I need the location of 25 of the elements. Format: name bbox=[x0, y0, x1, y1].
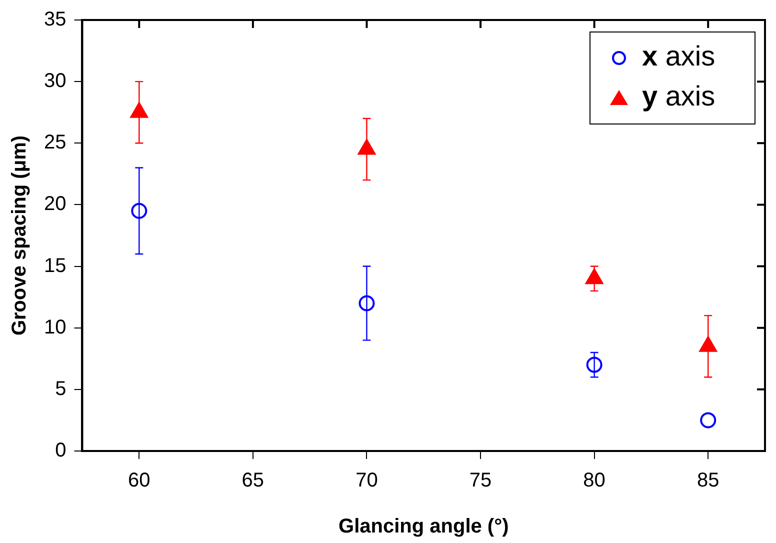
x-tick-label: 85 bbox=[696, 470, 720, 492]
y-tick-label: 10 bbox=[44, 316, 66, 338]
y-axis-title: Groove spacing (μm) bbox=[8, 135, 31, 336]
y-tick-label: 30 bbox=[44, 70, 66, 92]
y-tick-label: 0 bbox=[55, 440, 66, 462]
point bbox=[586, 268, 604, 284]
legend-label: x axis bbox=[642, 40, 716, 72]
point bbox=[358, 139, 376, 155]
x-tick-label: 70 bbox=[356, 470, 378, 492]
point bbox=[700, 412, 716, 428]
point bbox=[358, 295, 375, 312]
legend-label: y axis bbox=[642, 80, 716, 112]
x-tick-label: 60 bbox=[128, 470, 150, 492]
point bbox=[586, 356, 602, 373]
y-tick-label: 35 bbox=[44, 8, 66, 31]
x-axis-title: Glancing angle (°) bbox=[338, 516, 509, 538]
y-tick-label: 20 bbox=[44, 193, 66, 216]
point bbox=[131, 202, 148, 219]
x-tick-label: 80 bbox=[583, 470, 606, 492]
x-tick-label: 65 bbox=[242, 470, 264, 492]
y-tick-label: 5 bbox=[55, 378, 66, 400]
y-tick-label: 15 bbox=[44, 254, 66, 277]
y-tick-label: 25 bbox=[44, 132, 66, 154]
point bbox=[130, 102, 148, 118]
x-tick-label: 75 bbox=[469, 470, 492, 492]
